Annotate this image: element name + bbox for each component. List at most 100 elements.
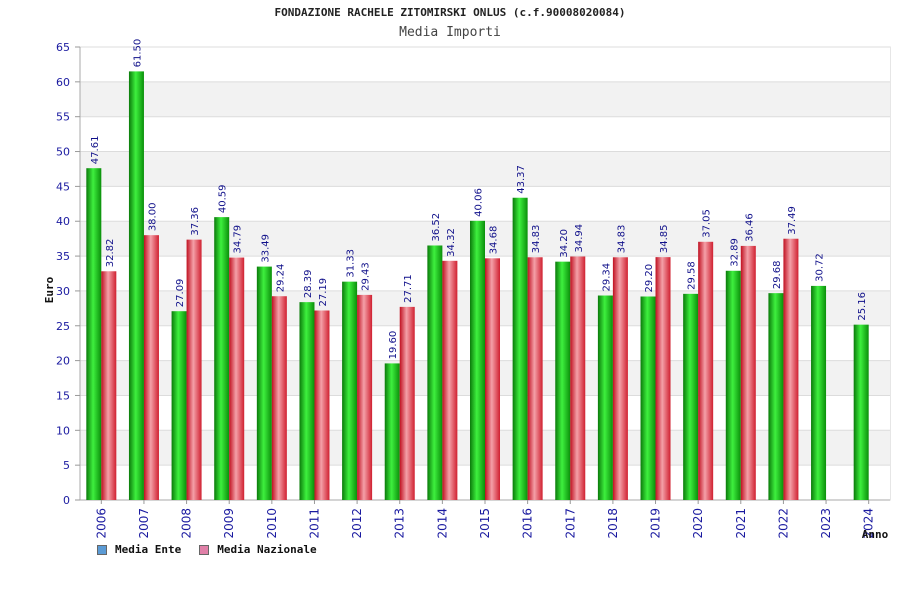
bar-media-ente <box>299 302 315 500</box>
x-tick-label: 2011 <box>307 508 321 539</box>
y-tick-label: 15 <box>56 389 70 402</box>
chart-subtitle: Media Importi <box>399 25 501 40</box>
bar-media-ente <box>811 285 827 500</box>
bar-media-nazionale <box>271 296 287 500</box>
y-tick-label: 60 <box>56 76 70 89</box>
bar-media-ente <box>427 245 443 500</box>
bar-media-nazionale <box>740 245 756 500</box>
data-label-media-ente: 28.39 <box>303 270 314 299</box>
bar-media-ente <box>512 197 528 501</box>
data-label-media-ente: 40.59 <box>218 184 229 213</box>
grid-band <box>80 116 890 152</box>
x-axis-label: Anno <box>862 528 889 541</box>
data-label-media-nazionale: 37.05 <box>702 209 713 238</box>
bar-media-ente <box>171 311 187 500</box>
bar-media-nazionale <box>570 256 586 500</box>
x-tick-label: 2017 <box>563 508 577 539</box>
y-tick-label: 40 <box>56 215 70 228</box>
bar-media-nazionale <box>783 238 799 500</box>
legend-swatch-media-ente <box>97 544 107 555</box>
bar-media-ente <box>384 363 400 500</box>
y-tick-label: 50 <box>56 146 70 159</box>
y-tick-label: 25 <box>56 320 70 333</box>
data-label-media-ente: 32.89 <box>729 238 740 267</box>
bar-media-ente <box>214 217 230 500</box>
chart-title: FONDAZIONE RACHELE ZITOMIRSKI ONLUS (c.f… <box>274 6 626 19</box>
data-label-media-nazionale: 34.32 <box>446 228 457 257</box>
data-label-media-ente: 30.72 <box>815 253 826 282</box>
legend-item-media-nazionale: Media Nazionale <box>199 543 317 556</box>
y-tick-label: 35 <box>56 250 70 263</box>
data-label-media-nazionale: 34.83 <box>616 225 627 254</box>
data-label-media-ente: 27.09 <box>175 279 186 308</box>
bar-media-ente <box>725 270 741 500</box>
data-label-media-nazionale: 27.19 <box>318 278 329 307</box>
bar-media-nazionale <box>527 257 543 500</box>
x-tick-label: 2009 <box>222 508 236 539</box>
data-label-media-nazionale: 32.82 <box>105 239 116 268</box>
y-tick-label: 0 <box>63 494 70 507</box>
y-tick-label: 20 <box>56 355 70 368</box>
y-tick-label: 10 <box>56 424 70 437</box>
bar-media-nazionale <box>186 239 202 501</box>
bar-media-ente <box>683 293 699 500</box>
data-label-media-nazionale: 36.46 <box>744 213 755 242</box>
y-tick-label: 45 <box>56 180 70 193</box>
x-tick-label: 2016 <box>521 508 535 539</box>
bar-media-nazionale <box>101 271 117 500</box>
bar-media-nazionale <box>612 257 628 500</box>
data-label-media-ente: 31.33 <box>346 249 357 278</box>
data-label-media-ente: 33.49 <box>260 234 271 263</box>
y-axis-ticks: 0 5 10 15 20 25 30 35 40 45 50 55 60 65 <box>56 41 80 507</box>
data-label-media-ente: 61.50 <box>132 39 143 68</box>
data-label-media-nazionale: 34.83 <box>531 225 542 254</box>
data-label-media-nazionale: 38.00 <box>147 203 158 232</box>
x-tick-label: 2014 <box>435 508 449 539</box>
x-tick-label: 2008 <box>180 508 194 539</box>
bar-media-ente <box>555 261 571 500</box>
bar-media-nazionale <box>229 257 245 500</box>
bar-media-nazionale <box>442 260 458 500</box>
y-tick-label: 65 <box>56 41 70 54</box>
x-tick-label: 2018 <box>606 508 620 539</box>
data-label-media-nazionale: 29.24 <box>275 264 286 293</box>
data-label-media-ente: 29.68 <box>772 261 783 290</box>
grid-band <box>80 47 890 82</box>
data-label-media-ente: 25.16 <box>857 292 868 321</box>
data-label-media-ente: 29.34 <box>601 263 612 292</box>
data-label-media-ente: 36.52 <box>431 213 442 242</box>
data-label-media-ente: 34.20 <box>559 229 570 258</box>
x-tick-label: 2022 <box>776 508 790 539</box>
bars <box>86 71 869 501</box>
x-tick-label: 2023 <box>819 508 833 539</box>
data-label-media-ente: 47.61 <box>90 136 101 165</box>
bar-media-ente <box>597 295 613 500</box>
legend-label-media-ente: Media Ente <box>115 543 182 556</box>
y-tick-label: 55 <box>56 111 70 124</box>
bar-media-ente <box>128 71 144 501</box>
bar-media-ente <box>768 293 784 500</box>
x-tick-label: 2020 <box>691 508 705 539</box>
bar-media-nazionale <box>485 258 500 500</box>
bar-media-ente <box>853 324 869 500</box>
data-label-media-nazionale: 29.43 <box>361 262 372 291</box>
legend: Media Ente Media Nazionale <box>97 543 335 556</box>
bar-media-ente <box>86 168 102 500</box>
data-label-media-nazionale: 34.94 <box>574 224 585 253</box>
y-axis-label: Euro <box>43 276 56 303</box>
y-tick-label: 30 <box>56 285 70 298</box>
legend-swatch-media-nazionale <box>199 544 210 555</box>
bar-media-ente <box>470 220 485 500</box>
grid-band <box>80 151 890 187</box>
data-label-media-ente: 19.60 <box>388 331 399 360</box>
bar-media-nazionale <box>655 257 671 500</box>
legend-label-media-nazionale: Media Nazionale <box>217 543 317 556</box>
data-label-media-nazionale: 34.85 <box>659 224 670 253</box>
data-labels: 47.61 32.82 61.50 38.00 27.09 37.36 40.59 34.79… <box>90 39 868 360</box>
x-axis-ticks: 2006 2007 2008 2009 2010 2011 2012 2013 2014 2015… <box>94 500 876 539</box>
grid-band <box>80 186 890 222</box>
data-label-media-ente: 40.06 <box>474 188 485 217</box>
x-tick-label: 2019 <box>649 508 663 539</box>
y-tick-label: 5 <box>63 459 70 472</box>
